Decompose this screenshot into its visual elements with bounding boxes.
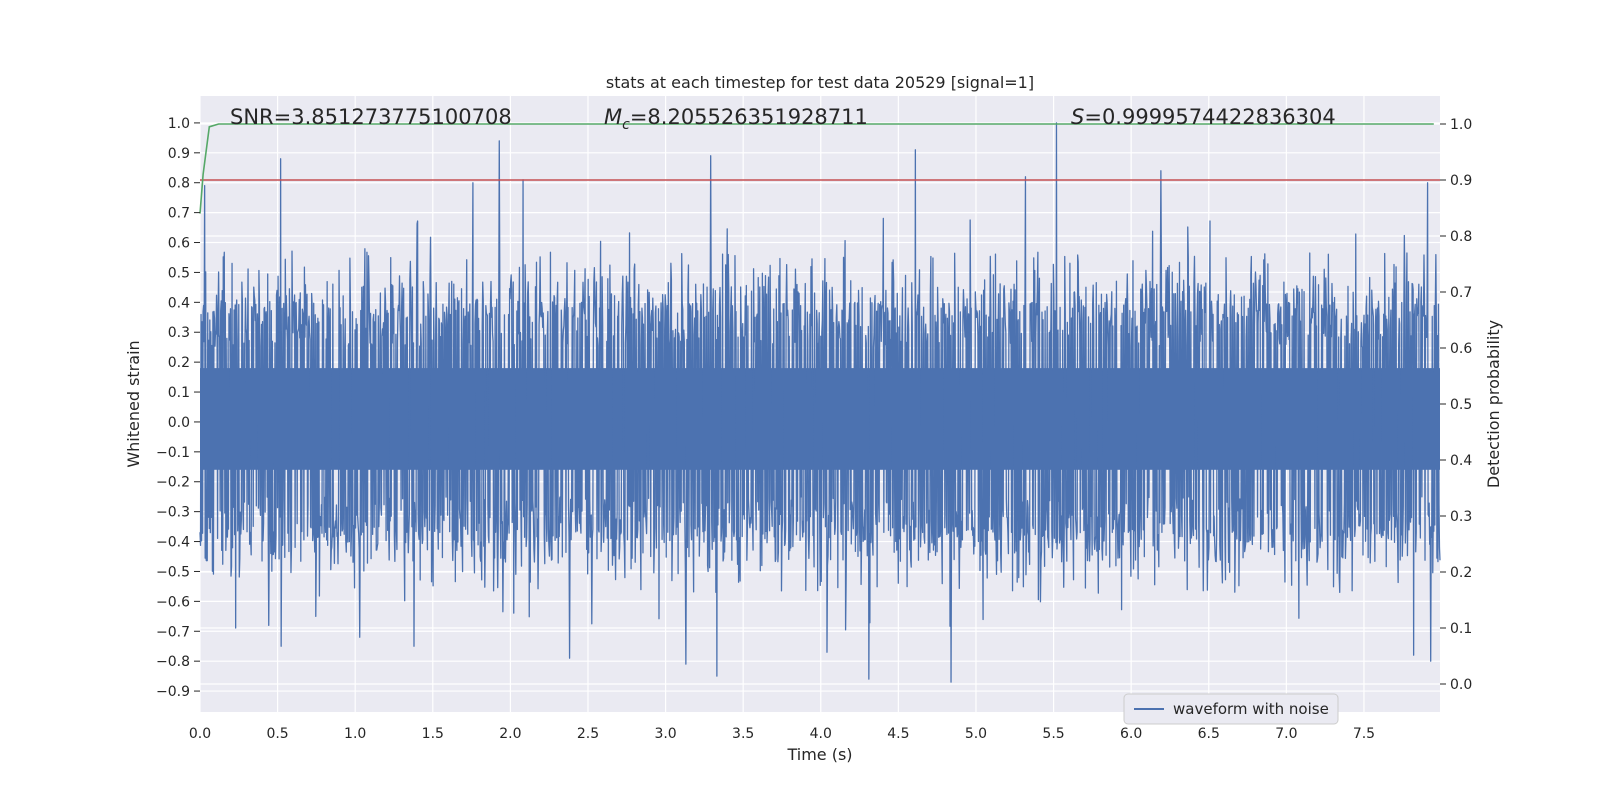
x-tick-label: 2.5 — [577, 726, 599, 742]
legend: waveform with noise — [1123, 693, 1339, 725]
right-y-tick-label: 0.6 — [1450, 341, 1472, 357]
x-tick-label: 0.5 — [266, 726, 288, 742]
y-tick-label: 0.5 — [168, 265, 190, 281]
chart-title: stats at each timestep for test data 205… — [606, 73, 1034, 92]
x-tick-label: 5.5 — [1042, 726, 1064, 742]
y-axis-ticks: 1.0 0.9 0.8 0.7 0.6 0.5 0.4 0.3 0.2 0.1 0.0 −0.1 −0.… — [156, 116, 200, 700]
snr-annotation: SNR=3.851273775100708 — [230, 105, 512, 129]
y-tick-label: 0.9 — [168, 146, 190, 162]
waveform-series — [199, 122, 1441, 683]
right-y-tick-label: 1.0 — [1450, 117, 1472, 133]
right-y-tick-label: 0.2 — [1450, 565, 1472, 581]
y-tick-label: −0.3 — [156, 505, 190, 521]
legend-label: waveform with noise — [1173, 700, 1329, 718]
y-tick-label: 0.8 — [168, 176, 190, 192]
x-tick-label: 7.5 — [1353, 726, 1375, 742]
y-tick-label: −0.1 — [156, 445, 190, 461]
x-tick-label: 4.5 — [887, 726, 909, 742]
waveform-line — [199, 122, 1441, 683]
chirp-mass-subscript: c — [622, 117, 630, 133]
x-tick-label: 1.0 — [344, 726, 366, 742]
right-y-axis-ticks: 1.0 0.9 0.8 0.7 0.6 0.5 0.4 0.3 0.2 0.1 0.0 — [1440, 117, 1472, 693]
right-y-tick-label: 0.8 — [1450, 229, 1472, 245]
score-annotation: S=0.9999574422836304 — [1071, 105, 1336, 129]
y-tick-label: 1.0 — [168, 116, 190, 132]
right-y-tick-label: 0.5 — [1450, 397, 1472, 413]
y-tick-label: 0.0 — [168, 415, 190, 431]
right-y-tick-label: 0.1 — [1450, 621, 1472, 637]
right-y-axis-label: Detection probability — [1484, 320, 1503, 488]
right-y-tick-label: 0.7 — [1450, 285, 1472, 301]
y-tick-label: −0.5 — [156, 564, 190, 580]
chirp-mass-value: =8.205526351928711 — [630, 105, 868, 129]
x-tick-label: 4.0 — [810, 726, 832, 742]
y-tick-label: 0.7 — [168, 206, 190, 222]
x-tick-label: 3.0 — [654, 726, 676, 742]
x-tick-label: 1.5 — [422, 726, 444, 742]
x-tick-label: 0.0 — [189, 726, 211, 742]
right-y-tick-label: 0.0 — [1450, 677, 1472, 693]
y-tick-label: 0.2 — [168, 355, 190, 371]
right-y-tick-label: 0.9 — [1450, 173, 1472, 189]
y-tick-label: −0.4 — [156, 535, 190, 551]
right-y-tick-label: 0.4 — [1450, 453, 1472, 469]
y-tick-label: −0.8 — [156, 654, 190, 670]
x-tick-label: 5.0 — [965, 726, 987, 742]
x-axis-label: Time (s) — [786, 745, 852, 764]
y-tick-label: −0.7 — [156, 624, 190, 640]
chirp-mass-annotation: Mc=8.205526351928711 — [604, 105, 868, 133]
score-symbol: S — [1071, 105, 1084, 129]
y-tick-label: 0.6 — [168, 236, 190, 252]
probability-series — [199, 123, 1440, 214]
x-tick-label: 3.5 — [732, 726, 754, 742]
chirp-mass-symbol: M — [604, 105, 622, 129]
y-tick-label: 0.3 — [168, 325, 190, 341]
y-tick-label: −0.6 — [156, 594, 190, 610]
x-tick-label: 2.0 — [499, 726, 521, 742]
x-axis-ticks: 0.0 0.5 1.0 1.5 2.0 2.5 3.0 3.5 4.0 4.5 5.0 5.5 6.0 6… — [189, 726, 1375, 742]
legend-box — [1123, 693, 1339, 725]
y-axis-label: Whitened strain — [124, 340, 143, 467]
score-value: =0.9999574422836304 — [1084, 105, 1335, 129]
detection-probability-line — [199, 123, 1434, 214]
y-tick-label: −0.2 — [156, 475, 190, 491]
x-tick-label: 6.5 — [1198, 726, 1220, 742]
x-tick-label: 6.0 — [1120, 726, 1142, 742]
x-tick-label: 7.0 — [1275, 726, 1297, 742]
y-tick-label: 0.4 — [168, 295, 190, 311]
y-tick-label: −0.9 — [156, 684, 190, 700]
right-y-tick-label: 0.3 — [1450, 509, 1472, 525]
y-tick-label: 0.1 — [168, 385, 190, 401]
